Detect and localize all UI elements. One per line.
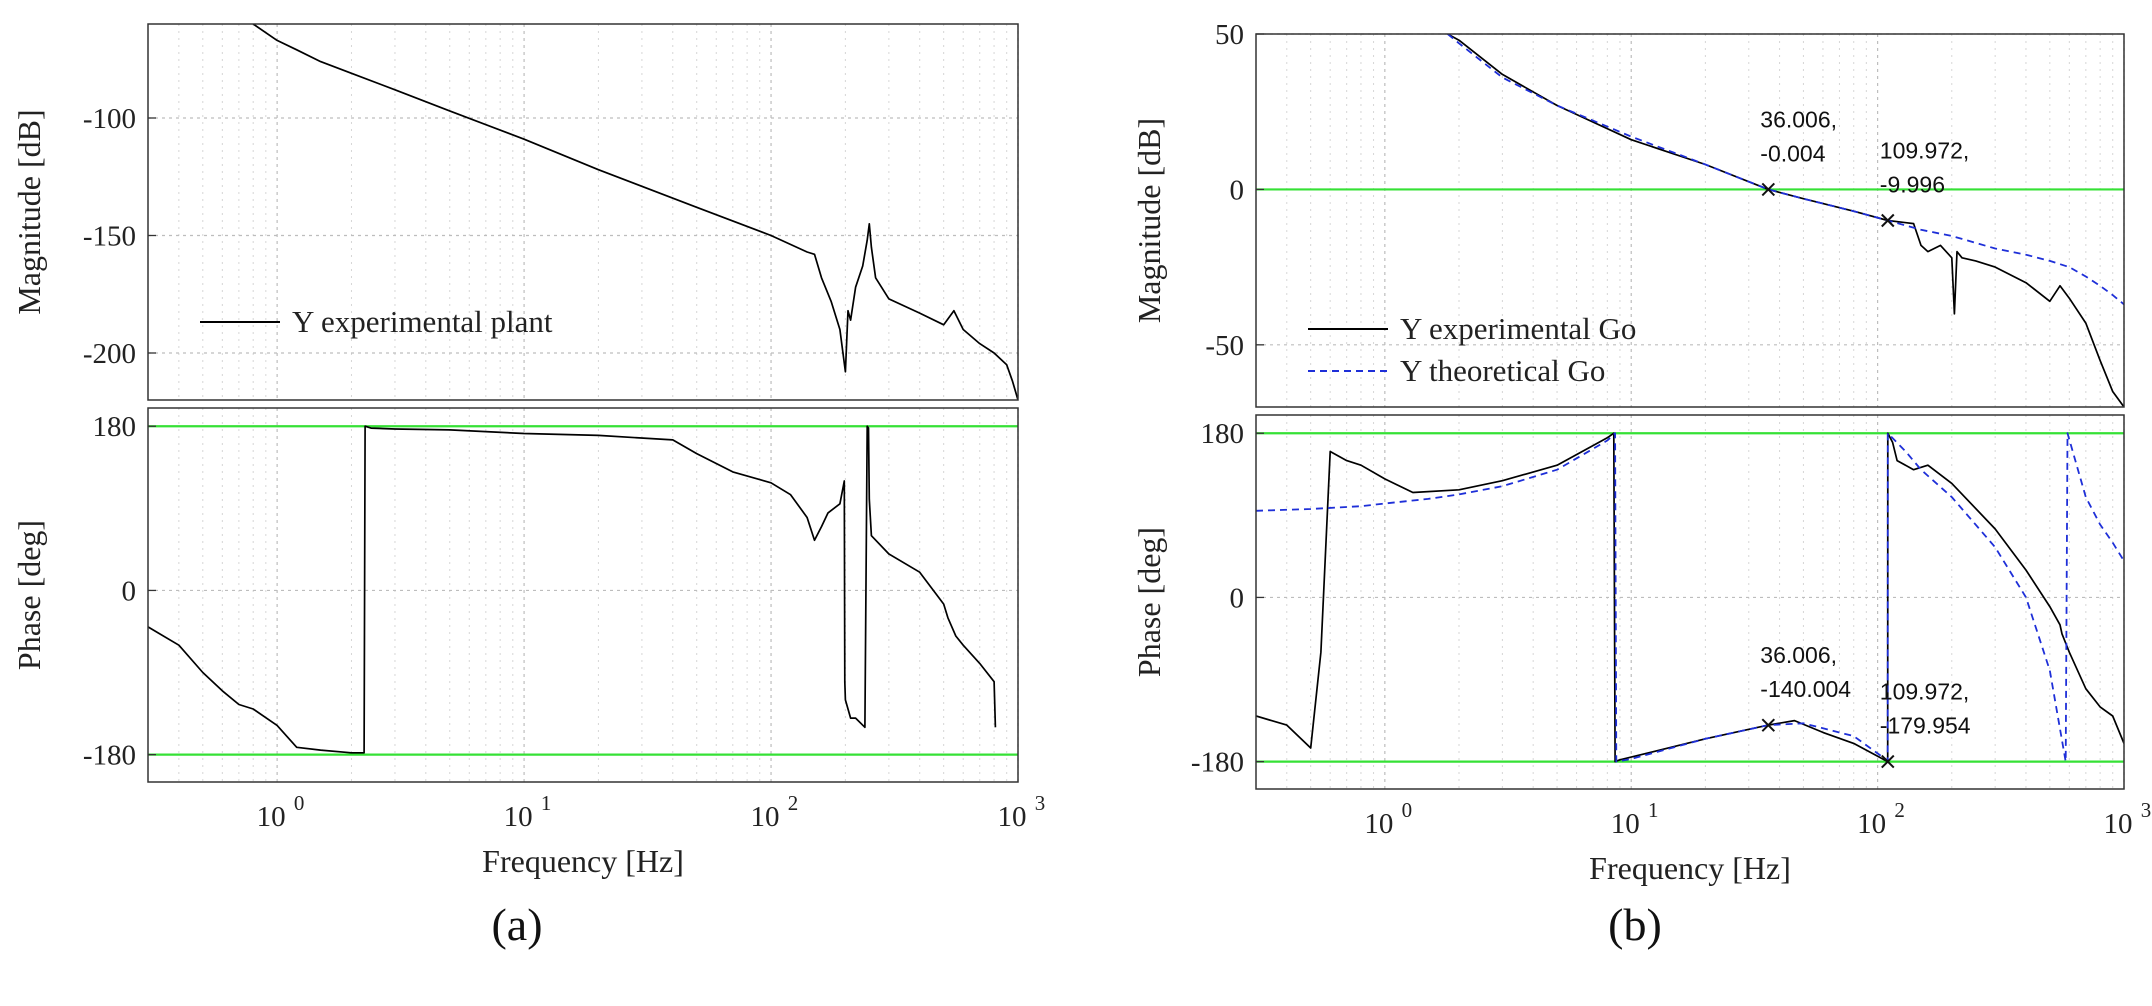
chart-a-magnitude: -100 -150 -200 Magnitude [dB] Y experimental… bbox=[11, 23, 1019, 401]
chart-b-magnitude: 50 0 -50 Magnitude [dB] Y experimental Go Y t… bbox=[1131, 19, 2125, 408]
y-tick-label: -180 bbox=[1191, 747, 1244, 779]
legend-entry: Y experimental Go bbox=[1400, 311, 1636, 346]
panel-label-b: (b) bbox=[1608, 899, 1662, 950]
x-tick-exponent: 0 bbox=[294, 791, 305, 815]
panel-label-a: (a) bbox=[491, 899, 542, 950]
series-y-theoretical-go bbox=[1447, 34, 2124, 306]
axes-frame bbox=[147, 407, 1019, 783]
y-tick-label: -150 bbox=[83, 221, 136, 253]
y-axis-label: Phase [deg] bbox=[11, 520, 47, 670]
datatip-marker bbox=[1881, 213, 1895, 228]
legend: Y experimental plant bbox=[200, 304, 553, 339]
x-tick-label: 10 bbox=[1364, 808, 1393, 840]
y-tick-label: 0 bbox=[1230, 582, 1245, 614]
datatip-x-value: 109.972, bbox=[1880, 679, 1970, 705]
x-axis-label: Frequency [Hz] bbox=[482, 843, 684, 879]
series-y-experimental-plant bbox=[252, 24, 1018, 400]
series-y-experimental-go bbox=[1447, 34, 2124, 407]
datatip-marker bbox=[1761, 718, 1776, 732]
x-tick-label: 10 bbox=[1857, 808, 1886, 840]
x-tick-label: 10 bbox=[2104, 808, 2133, 840]
axes-frame bbox=[147, 23, 1019, 401]
x-tick-label: 10 bbox=[1611, 808, 1640, 840]
legend-entry: Y theoretical Go bbox=[1400, 353, 1605, 388]
x-tick-label: 10 bbox=[504, 801, 533, 833]
datatip-marker bbox=[1761, 182, 1776, 197]
datatip-y-value: -0.004 bbox=[1760, 140, 1825, 166]
legend-entry: Y experimental plant bbox=[292, 304, 553, 339]
y-tick-label: 50 bbox=[1215, 19, 1244, 51]
x-tick-exponent: 3 bbox=[2141, 798, 2152, 822]
x-tick-label: 10 bbox=[998, 801, 1027, 833]
x-tick-label: 10 bbox=[751, 801, 780, 833]
y-tick-label: 0 bbox=[122, 575, 137, 607]
datatip-x-value: 109.972, bbox=[1880, 137, 1970, 163]
chart-a-phase: 180 0 -180 10 0 10 1 10 2 10 3 Phase [deg] Frequency… bbox=[11, 407, 1046, 879]
x-tick-exponent: 0 bbox=[1402, 798, 1413, 822]
grid bbox=[1255, 415, 2125, 789]
datatip-y-value: -179.954 bbox=[1880, 713, 1971, 739]
datatip-y-value: -140.004 bbox=[1760, 676, 1851, 702]
y-tick-label: -180 bbox=[83, 740, 136, 772]
y-tick-label: 180 bbox=[1201, 418, 1245, 450]
y-tick-label: -100 bbox=[83, 103, 136, 135]
x-axis-label: Frequency [Hz] bbox=[1589, 850, 1791, 886]
y-axis-label: Phase [deg] bbox=[1131, 527, 1167, 677]
datatip[interactable]: 36.006, -0.004 bbox=[1760, 106, 1837, 197]
series-y-theoretical-go bbox=[1256, 432, 2124, 763]
y-tick-label: 0 bbox=[1230, 174, 1245, 206]
grid bbox=[147, 24, 1019, 400]
axes-frame bbox=[1255, 33, 2125, 408]
datatip[interactable]: 36.006, -140.004 bbox=[1760, 642, 1851, 732]
axes-frame bbox=[1255, 414, 2125, 790]
y-tick-label: -200 bbox=[83, 338, 136, 370]
y-axis-label: Magnitude [dB] bbox=[11, 109, 47, 314]
x-tick-exponent: 1 bbox=[541, 791, 552, 815]
datatip-y-value: -9.996 bbox=[1880, 171, 1945, 197]
x-tick-exponent: 2 bbox=[1894, 798, 1905, 822]
y-tick-label: 180 bbox=[93, 411, 137, 443]
datatip[interactable]: 109.972, -179.954 bbox=[1880, 679, 1971, 769]
x-tick-exponent: 1 bbox=[1648, 798, 1659, 822]
x-tick-exponent: 3 bbox=[1035, 791, 1046, 815]
y-tick-label: -50 bbox=[1205, 330, 1244, 362]
grid bbox=[1255, 33, 2125, 407]
series-y-experimental-go bbox=[1256, 432, 2124, 763]
datatip-x-value: 36.006, bbox=[1760, 642, 1837, 668]
series-y-experimental-plant bbox=[148, 425, 997, 754]
legend: Y experimental Go Y theoretical Go bbox=[1308, 311, 1636, 388]
x-tick-exponent: 2 bbox=[788, 791, 799, 815]
chart-b-phase: 180 0 -180 10 0 10 1 10 2 10 3 Phase [deg] Frequency… bbox=[1131, 414, 2152, 886]
y-axis-label: Magnitude [dB] bbox=[1131, 118, 1167, 323]
datatip-x-value: 36.006, bbox=[1760, 106, 1837, 132]
datatip[interactable]: 109.972, -9.996 bbox=[1880, 137, 1970, 228]
x-tick-label: 10 bbox=[257, 801, 286, 833]
datatip-marker bbox=[1881, 754, 1895, 769]
